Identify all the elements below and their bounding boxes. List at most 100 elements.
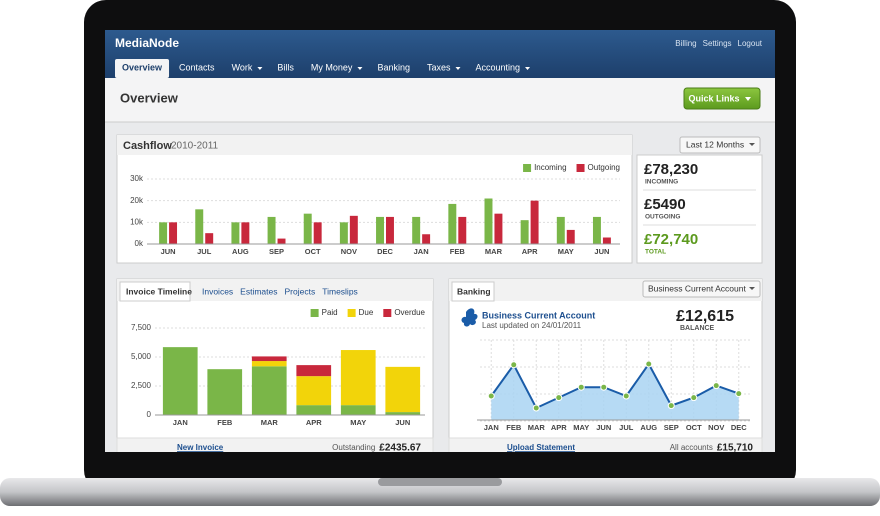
bar-segment [385,412,421,415]
x-tick-label: FEB [450,247,466,256]
nav-label[interactable]: My Money [311,62,353,72]
tab[interactable]: Invoice Timeline [126,286,192,296]
point [667,402,675,410]
nav-tab-active[interactable] [115,59,170,78]
point [555,394,563,402]
tab[interactable]: Invoices [202,286,233,296]
base-notch [378,478,502,486]
y-tick-label: 0 [147,410,152,419]
point [487,392,495,400]
balance-label: BALANCE [680,325,715,332]
y-tick-label: 5,000 [131,352,152,361]
summary-label: OUTGOING [645,214,680,221]
page-title: Overview [120,90,179,105]
x-tick-label: JUL [619,423,634,432]
nav-label[interactable]: Bills [277,62,294,72]
x-tick-label: SEP [269,247,284,256]
footer-amount: £2435.67 [379,443,421,454]
nav-label[interactable]: Accounting [475,62,520,72]
quick-links-button[interactable] [683,87,761,110]
y-tick-label: 0k [135,239,144,248]
x-tick-label: JAN [414,247,429,256]
balance: £12,615 [676,308,734,325]
nav-label[interactable]: Banking [377,62,410,72]
x-tick-label: AUG [640,423,657,432]
bar [566,229,575,244]
header-link[interactable]: Settings [703,39,732,48]
tab[interactable]: Timeslips [322,286,358,296]
legend-swatch [310,309,319,317]
quick-links-label[interactable]: Quick Links [688,93,739,103]
account-select-label[interactable]: Business Current Account [648,283,746,293]
active-tab[interactable] [119,281,191,302]
x-tick-label: JUN [594,247,609,256]
x-tick-label: APR [551,423,567,432]
header-link[interactable]: Billing [675,39,696,48]
nav-label[interactable]: Taxes [427,62,451,72]
account-name: Business Current Account [482,310,595,320]
bar [386,216,394,244]
panel-footer [448,437,763,452]
y-tick-label: 30k [130,174,144,183]
bar [303,213,312,244]
account-updated: Last updated on 24/01/2011 [482,321,582,330]
bar [349,215,358,244]
bar-segment [162,347,198,415]
dropdown-arrow [749,143,755,146]
nav-label[interactable]: Contacts [179,62,215,72]
legend-label: Incoming [534,163,566,172]
point [577,383,585,391]
y-tick-label: 20k [130,196,144,205]
bar [313,222,322,244]
bar-segment [251,366,287,415]
nav-label[interactable]: Overview [122,62,163,72]
bar [592,216,601,244]
header-link[interactable]: Logout [738,39,763,48]
footer-action[interactable]: New Invoice [177,443,224,452]
x-tick-label: MAY [573,423,589,432]
active-tab[interactable] [451,281,495,302]
legend-label: Outgoing [588,163,620,172]
bar-segment [296,365,332,377]
x-tick-label: JUN [395,418,410,427]
summary-amount: £5490 [644,196,686,213]
bar [339,222,348,244]
bank-logo [461,308,478,327]
nav-label[interactable]: Work [232,62,253,72]
bar-segment [251,356,287,362]
tab[interactable]: Banking [457,286,491,296]
bar [205,233,214,244]
x-tick-label: NOV [341,247,357,256]
point [645,360,653,368]
x-tick-label: MAR [485,247,503,256]
summary-amount: £78,230 [644,161,698,178]
banking-panel [448,278,763,452]
x-tick-label: JAN [484,423,499,432]
x-tick-label: JUN [596,423,611,432]
point [690,394,698,402]
bar-segment [251,361,287,367]
point [712,382,720,390]
dropdown-arrow [257,67,263,70]
period-select[interactable] [679,136,761,154]
x-tick-label: JUN [161,247,176,256]
footer-action[interactable]: Upload Statement [507,443,575,452]
bar [458,216,467,244]
chart-title: Cashflow [123,140,172,152]
dropdown-arrow [745,97,751,101]
dropdown-arrow [455,67,461,70]
bar [602,237,611,244]
tab[interactable]: Estimates [240,286,277,296]
x-tick-label: DEC [377,247,393,256]
x-tick-label: MAR [528,423,546,432]
bar [530,200,539,244]
period-select-label[interactable]: Last 12 Months [686,139,744,149]
summary-label: INCOMING [645,179,678,186]
legend-swatch [383,309,392,317]
bar [195,209,204,244]
tab[interactable]: Projects [285,286,316,296]
x-tick-label: JAN [173,418,188,427]
account-select[interactable] [642,280,761,298]
bar-segment [340,405,376,415]
y-tick-label: 7,500 [131,323,152,332]
